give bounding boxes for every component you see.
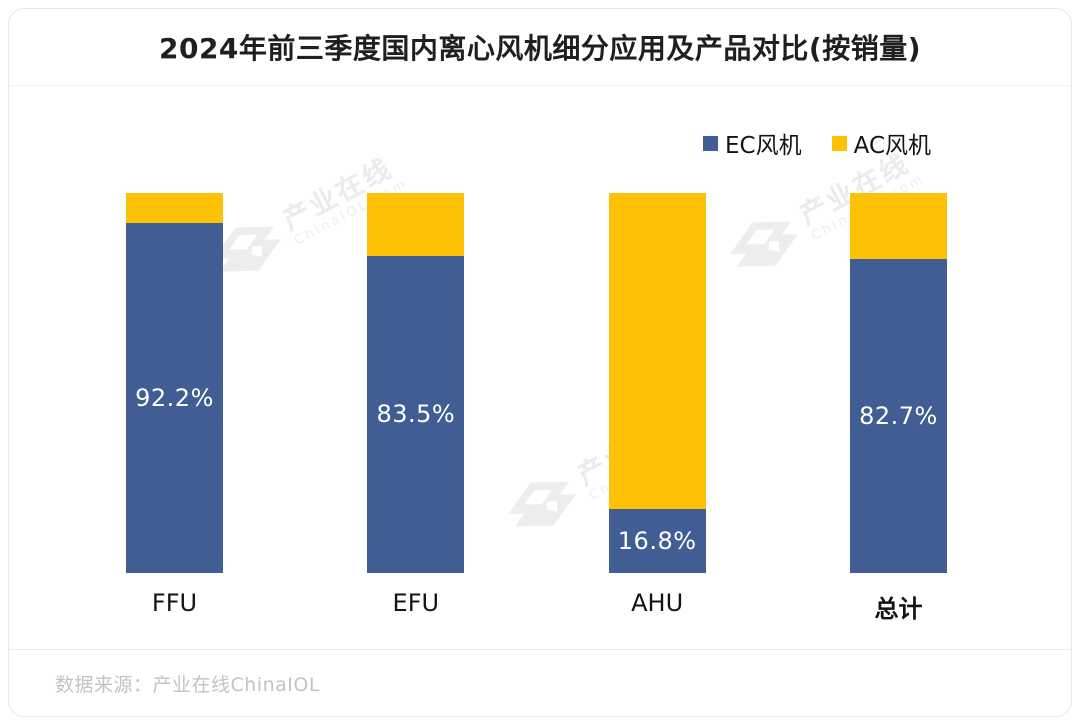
stacked-bar: 82.7% <box>849 193 947 573</box>
legend-label-ec: EC风机 <box>725 133 802 159</box>
data-source-text: 数据来源：产业在线ChinaIOL <box>55 673 320 696</box>
bar-value-label: 83.5% <box>376 400 456 429</box>
legend-item-ac: AC风机 <box>831 126 931 160</box>
bar-segment-ec: 83.5% <box>367 255 465 573</box>
bar-segment-ac <box>126 193 223 223</box>
bar-group-总计: 82.7% 总计 <box>849 193 947 623</box>
legend-label-ac: AC风机 <box>853 133 931 159</box>
legend-swatch-ac <box>831 135 847 151</box>
bar-segment-ac <box>608 193 706 510</box>
category-label-总计: 总计 <box>874 595 923 623</box>
bar-value-label: 16.8% <box>617 527 697 556</box>
title-bar: 2024年前三季度国内离心风机细分应用及产品对比(按销量) <box>9 9 1071 86</box>
legend: EC风机 AC风机 <box>703 126 931 160</box>
category-label-FFU: FFU <box>151 589 198 617</box>
bar-segment-ec: 92.2% <box>126 222 223 573</box>
category-label-AHU: AHU <box>631 589 684 617</box>
stacked-bar: 83.5% <box>367 193 465 573</box>
bar-value-label: 82.7% <box>859 401 938 430</box>
bar-segment-ac <box>849 193 947 259</box>
bar-segment-ec: 82.7% <box>849 258 947 573</box>
stacked-bar: 92.2% <box>126 193 223 573</box>
bar-group-FFU: 92.2% FFU <box>126 193 223 617</box>
chart-card: 2024年前三季度国内离心风机细分应用及产品对比(按销量) 产业在线 China… <box>8 8 1072 717</box>
stacked-bar: 16.8% <box>608 193 706 573</box>
bar-value-label: 92.2% <box>135 383 214 412</box>
chart-title: 2024年前三季度国内离心风机细分应用及产品对比(按销量) <box>158 32 922 65</box>
bar-group-AHU: 16.8% AHU <box>608 193 706 617</box>
bar-segment-ac <box>367 193 465 256</box>
plot-area: 92.2% FFU 83.5% EFU 16.8% AHU 82.7% 总计 <box>126 193 947 623</box>
chart-area: 产业在线 ChinaIOL.com 产业在线 ChinaIOL.com <box>9 86 1071 649</box>
footer: 数据来源：产业在线ChinaIOL <box>9 649 1071 716</box>
bar-group-EFU: 83.5% EFU <box>367 193 465 617</box>
legend-swatch-ec <box>703 135 719 151</box>
legend-item-ec: EC风机 <box>703 126 802 160</box>
bar-segment-ec: 16.8% <box>608 509 706 573</box>
category-label-EFU: EFU <box>392 589 440 617</box>
